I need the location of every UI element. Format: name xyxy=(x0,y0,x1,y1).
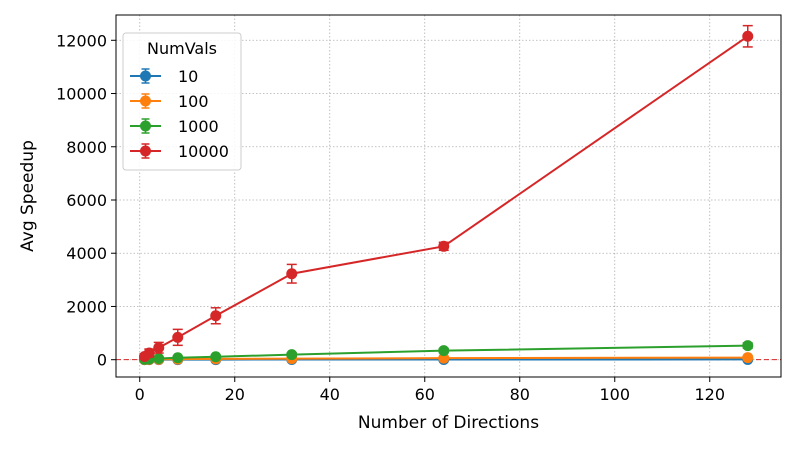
x-tick-label: 60 xyxy=(415,385,435,404)
legend-entry-100: 100 xyxy=(130,92,209,111)
legend-swatch-marker xyxy=(140,70,151,82)
data-point xyxy=(172,331,184,343)
x-tick-label: 40 xyxy=(320,385,340,404)
legend-label: 1000 xyxy=(178,117,219,136)
x-tick-label: 100 xyxy=(599,385,630,404)
legend-entry-10000: 10000 xyxy=(130,142,229,161)
legend-swatch-marker xyxy=(140,145,151,157)
series-layer xyxy=(139,24,754,366)
y-tick-label: 2000 xyxy=(66,297,107,316)
x-axis-label: Number of Directions xyxy=(358,413,539,433)
data-point xyxy=(742,30,754,42)
y-tick-label: 6000 xyxy=(66,191,107,210)
y-tick-label: 12000 xyxy=(56,31,107,50)
data-point xyxy=(286,349,298,361)
legend-entry-1000: 1000 xyxy=(130,117,219,136)
legend-title: NumVals xyxy=(147,39,217,58)
legend-label: 10000 xyxy=(178,142,229,161)
x-tick-label: 120 xyxy=(694,385,725,404)
data-point xyxy=(143,347,155,359)
data-point xyxy=(210,310,222,322)
data-point xyxy=(153,353,165,365)
data-point xyxy=(438,240,450,252)
data-point xyxy=(438,345,450,357)
data-point xyxy=(742,352,754,364)
x-tick-label: 80 xyxy=(510,385,530,404)
data-point xyxy=(210,351,222,363)
y-axis: 0 2000 4000 6000 8000 10000 12000 xyxy=(56,31,116,370)
data-point xyxy=(286,268,298,280)
legend-swatch-marker xyxy=(140,120,151,132)
y-tick-label: 10000 xyxy=(56,85,107,104)
data-point xyxy=(153,342,165,354)
y-tick-label: 0 xyxy=(97,351,107,370)
x-tick-label: 0 xyxy=(135,385,145,404)
legend-entry-10: 10 xyxy=(130,67,198,86)
x-tick-label: 20 xyxy=(225,385,245,404)
legend-label: 100 xyxy=(178,92,209,111)
y-axis-label: Avg Speedup xyxy=(18,140,38,252)
data-point xyxy=(742,340,754,352)
data-point xyxy=(172,352,184,364)
legend-label: 10 xyxy=(178,67,198,86)
y-tick-label: 8000 xyxy=(66,138,107,157)
series-10000 xyxy=(139,24,754,363)
legend: NumVals 10 100 1000 10000 xyxy=(122,32,242,171)
x-axis: 0 20 40 60 80 100 120 xyxy=(135,377,725,404)
plot-frame xyxy=(115,14,782,378)
legend-swatch-marker xyxy=(140,95,151,107)
legend-box xyxy=(122,32,242,171)
y-tick-label: 4000 xyxy=(66,244,107,263)
